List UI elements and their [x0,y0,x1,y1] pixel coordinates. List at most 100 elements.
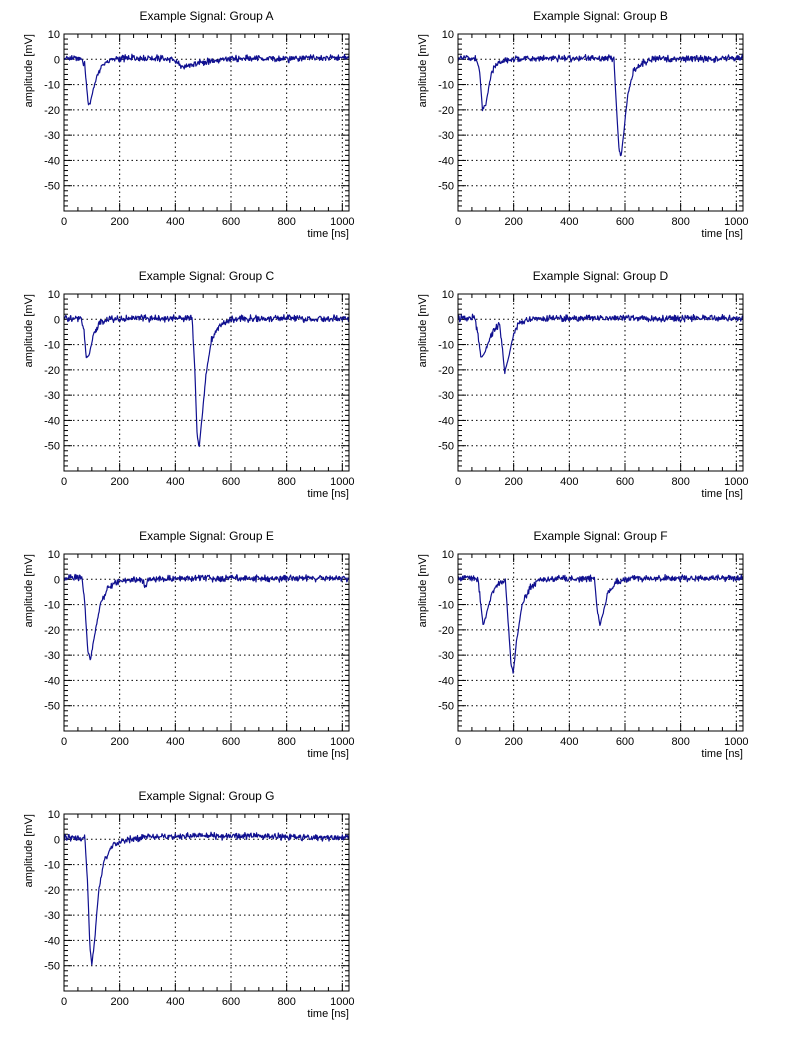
y-tick-label: -10 [438,80,454,92]
chart-title: Example Signal: Group D [533,269,669,283]
y-tick-label: -50 [44,181,60,193]
y-tick-label: -50 [438,181,454,193]
x-tick-label: 0 [61,736,67,748]
x-tick-label: 800 [277,476,295,488]
plot-frame [457,33,744,212]
x-tick-label: 0 [61,476,67,488]
x-tick-label: 800 [277,996,295,1008]
x-tick-label: 200 [504,736,522,748]
x-tick-label: 1000 [330,736,354,748]
y-tick-label: 10 [442,29,454,41]
y-tick-label: -10 [438,340,454,352]
x-tick-label: 800 [277,736,295,748]
y-axis-label: amplitude [mV] [23,814,35,887]
signal-trace-6 [457,574,744,674]
y-tick-label: -50 [438,441,454,453]
x-tick-label: 1000 [724,736,748,748]
x-tick-label: 200 [504,476,522,488]
y-tick-label: -30 [44,390,60,402]
chart-panel-3: 0 200 400 600 800 1000 10 0 -10 -20 -30 -40 -50 Examp… [23,269,355,500]
chart-title: Example Signal: Group E [139,529,274,543]
signal-trace-1 [63,53,350,106]
y-tick-label: -20 [44,365,60,377]
signal-trace-3 [63,314,350,448]
y-tick-label: -20 [44,885,60,897]
y-tick-label: -30 [44,130,60,142]
x-tick-label: 0 [61,216,67,228]
chart-title: Example Signal: Group G [138,789,274,803]
y-tick-label: -30 [438,390,454,402]
x-tick-label: 1000 [724,216,748,228]
chart-title: Example Signal: Group C [139,269,275,283]
y-tick-label: -40 [438,415,454,427]
x-tick-label: 1000 [330,996,354,1008]
x-tick-label: 400 [560,476,578,488]
y-tick-label: -30 [44,650,60,662]
chart-panel-1: 0 200 400 600 800 1000 10 0 -10 -20 -30 -40 -50 Examp… [23,9,355,240]
y-tick-label: -30 [438,130,454,142]
y-tick-label: -10 [44,860,60,872]
x-tick-label: 400 [166,996,184,1008]
y-axis-label: amplitude [mV] [417,34,429,107]
x-axis-label: time [ns] [701,228,743,240]
y-tick-label: -30 [44,910,60,922]
y-tick-label: 10 [48,289,60,301]
x-tick-label: 1000 [330,216,354,228]
x-tick-label: 200 [504,216,522,228]
y-tick-label: 0 [448,574,454,586]
plot-frame [457,293,744,472]
chart-panel-6: 0 200 400 600 800 1000 10 0 -10 -20 -30 -40 -50 Examp… [417,529,749,760]
x-tick-label: 200 [110,996,128,1008]
y-axis-label: amplitude [mV] [23,294,35,367]
y-tick-label: -30 [438,650,454,662]
signal-trace-5 [63,573,350,661]
x-tick-label: 600 [222,996,240,1008]
y-tick-label: -20 [44,625,60,637]
chart-panel-5: 0 200 400 600 800 1000 10 0 -10 -20 -30 -40 -50 Examp… [23,529,355,760]
x-tick-label: 600 [616,736,634,748]
y-axis-label: amplitude [mV] [417,554,429,627]
y-tick-label: 0 [448,314,454,326]
y-tick-label: -10 [44,600,60,612]
y-tick-label: -10 [44,80,60,92]
y-axis-label: amplitude [mV] [23,554,35,627]
x-tick-label: 200 [110,736,128,748]
signal-trace-4 [457,313,744,375]
x-tick-label: 0 [455,216,461,228]
plot-frame [457,553,744,732]
y-axis-label: amplitude [mV] [23,34,35,107]
x-axis-label: time [ns] [307,488,349,500]
y-tick-label: -20 [438,625,454,637]
y-tick-label: -50 [44,701,60,713]
plot-frame [63,813,350,992]
y-tick-label: -40 [438,155,454,167]
y-tick-label: 10 [48,549,60,561]
x-tick-label: 1000 [724,476,748,488]
y-tick-label: 10 [442,549,454,561]
x-tick-label: 0 [455,476,461,488]
x-tick-label: 800 [671,216,689,228]
y-tick-label: -50 [438,701,454,713]
x-tick-label: 1000 [330,476,354,488]
y-tick-label: -10 [438,600,454,612]
y-tick-label: -50 [44,441,60,453]
y-axis-label: amplitude [mV] [417,294,429,367]
chart-panel-7: 0 200 400 600 800 1000 10 0 -10 -20 -30 -40 -50 Examp… [23,789,355,1020]
y-tick-label: -50 [44,961,60,973]
y-tick-label: 10 [442,289,454,301]
y-tick-label: 10 [48,809,60,821]
signal-trace-2 [457,53,744,157]
y-tick-label: -40 [44,155,60,167]
x-axis-label: time [ns] [701,488,743,500]
y-tick-label: -10 [44,340,60,352]
chart-title: Example Signal: Group B [533,9,668,23]
x-axis-label: time [ns] [307,1008,349,1020]
x-tick-label: 400 [560,216,578,228]
x-tick-label: 800 [277,216,295,228]
chart-panel-2: 0 200 400 600 800 1000 10 0 -10 -20 -30 -40 -50 Examp… [417,9,749,240]
y-tick-label: -20 [438,365,454,377]
x-tick-label: 200 [110,216,128,228]
x-axis-label: time [ns] [307,748,349,760]
x-tick-label: 600 [222,476,240,488]
